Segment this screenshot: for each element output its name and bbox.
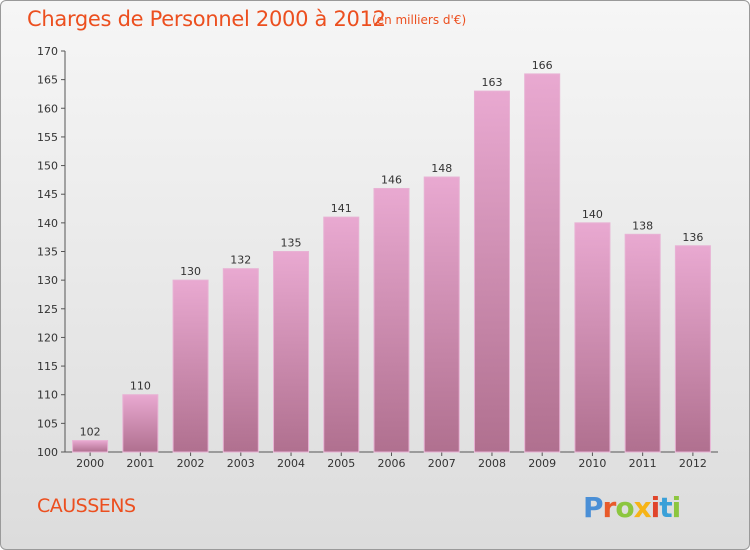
data-label: 138 <box>632 219 653 232</box>
bar-2009 <box>524 73 561 453</box>
data-label: 163 <box>481 76 502 89</box>
town-name: CAUSSENS <box>37 495 136 517</box>
y-tick-label: 135 <box>37 246 58 259</box>
logo-letter-t: t <box>659 491 672 524</box>
bar-2003 <box>222 268 259 453</box>
logo-letter-x: x <box>634 491 652 524</box>
bar-2010 <box>574 222 611 453</box>
data-label: 136 <box>682 231 703 244</box>
x-tick-label: 2005 <box>327 457 355 470</box>
proxiti-logo: Proxiti <box>583 491 681 524</box>
x-tick-label: 2007 <box>428 457 456 470</box>
x-tick-label: 2000 <box>76 457 104 470</box>
y-tick-label: 105 <box>37 417 58 430</box>
y-tick-label: 120 <box>37 331 58 344</box>
x-tick-label: 2006 <box>378 457 406 470</box>
data-label: 110 <box>130 380 151 393</box>
x-tick-label: 2003 <box>227 457 255 470</box>
y-tick-label: 140 <box>37 217 58 230</box>
y-tick-label: 165 <box>37 74 58 87</box>
y-tick-label: 130 <box>37 274 58 287</box>
bar-2002 <box>172 279 209 453</box>
bar-2012 <box>674 245 711 453</box>
x-tick-label: 2011 <box>629 457 657 470</box>
y-tick-label: 110 <box>37 389 58 402</box>
y-tick-label: 100 <box>37 446 58 459</box>
data-label: 146 <box>381 173 402 186</box>
x-tick-label: 2002 <box>177 457 205 470</box>
logo-letter-i: i <box>651 491 660 524</box>
data-label: 132 <box>230 254 251 267</box>
x-tick-label: 2001 <box>126 457 154 470</box>
data-label: 141 <box>331 202 352 215</box>
bar-2001 <box>122 394 159 453</box>
y-tick-label: 145 <box>37 188 58 201</box>
bar-2000 <box>72 440 109 453</box>
bar-2004 <box>273 251 310 453</box>
bar-2007 <box>423 176 460 453</box>
y-tick-label: 170 <box>37 45 58 58</box>
data-label: 130 <box>180 265 201 278</box>
x-tick-label: 2012 <box>679 457 707 470</box>
logo-letter-i2: i <box>672 491 681 524</box>
svg-text:Proxiti: Proxiti <box>583 491 680 524</box>
y-tick-label: 125 <box>37 303 58 316</box>
logo-letter-p: P <box>583 491 603 524</box>
data-labels: 102 110 130 132 135 141 146 148 163 166 140 138 136 <box>80 59 704 439</box>
bar-2008 <box>473 90 510 453</box>
axes: 100 105 110 115 120 125 130 135 140 145 150 155 160 1… <box>37 45 718 470</box>
chart-subtitle: (en milliers d'€) <box>372 13 467 27</box>
x-tick-label: 2009 <box>528 457 556 470</box>
logo-letter-o: o <box>615 491 634 524</box>
x-tick-label: 2004 <box>277 457 305 470</box>
x-tick-label: 2008 <box>478 457 506 470</box>
bar-2006 <box>373 187 410 453</box>
y-tick-label: 155 <box>37 131 58 144</box>
bar-2005 <box>323 216 360 453</box>
data-label: 102 <box>80 426 101 439</box>
x-tick-label: 2010 <box>578 457 606 470</box>
bar-2011 <box>624 233 661 453</box>
y-tick-label: 115 <box>37 360 58 373</box>
logo-letter-r: r <box>603 491 617 524</box>
y-tick-label: 150 <box>37 160 58 173</box>
data-label: 135 <box>281 237 302 250</box>
data-label: 148 <box>431 162 452 175</box>
data-label: 166 <box>532 59 553 72</box>
bars <box>72 73 711 453</box>
data-label: 140 <box>582 208 603 221</box>
y-tick-label: 160 <box>37 102 58 115</box>
chart-title: Charges de Personnel 2000 à 2012 <box>27 7 386 31</box>
